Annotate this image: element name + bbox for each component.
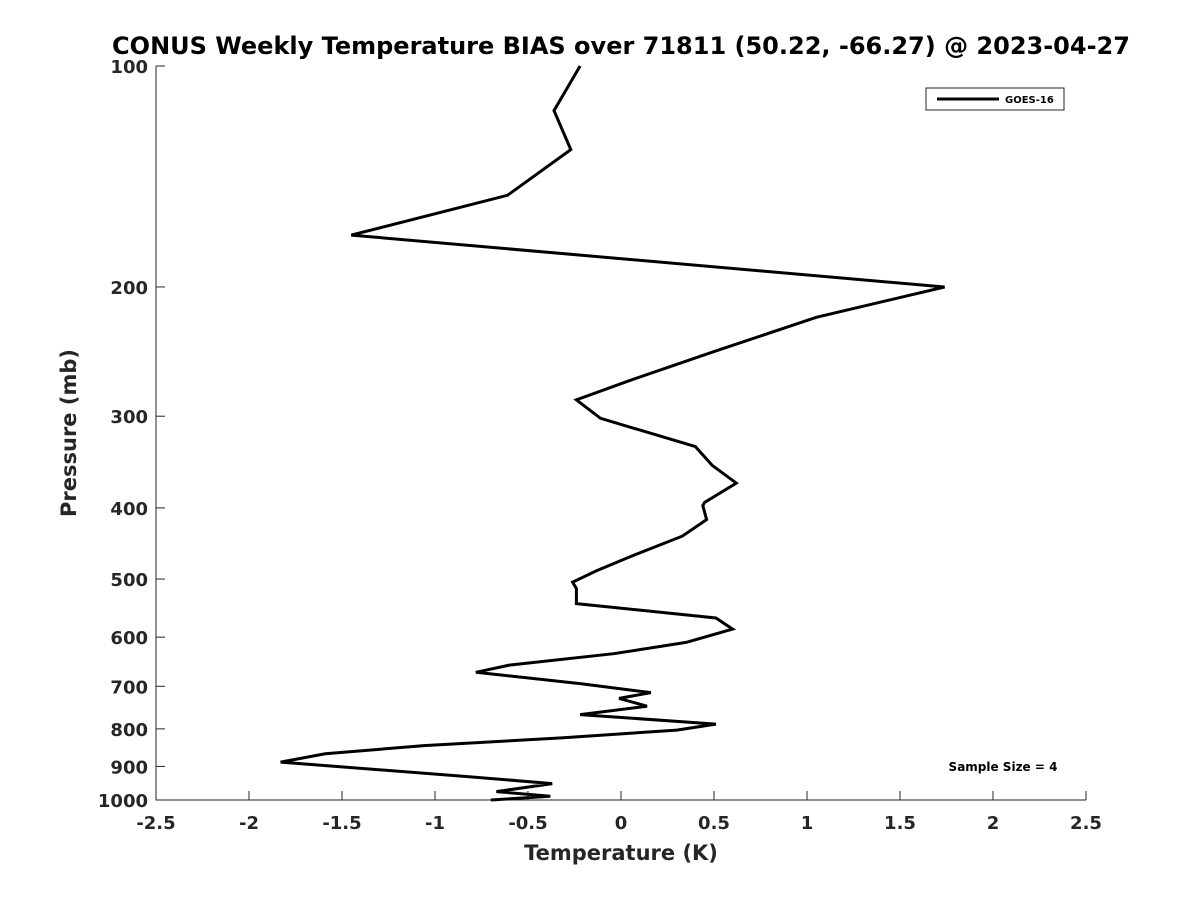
x-tick-label: 1.5 (884, 813, 916, 834)
sample-size-annotation: Sample Size = 4 (949, 760, 1058, 774)
y-tick-label: 500 (110, 570, 148, 591)
series-line-goes-16 (280, 65, 945, 802)
y-tick-label: 1000 (98, 791, 148, 812)
y-tick-label: 100 (110, 57, 148, 78)
y-tick-label: 800 (110, 720, 148, 741)
y-tick-label: 300 (110, 407, 148, 428)
x-tick-label: -0.5 (508, 813, 547, 834)
legend: GOES-16 (925, 87, 1065, 111)
x-tick-label: 0.5 (698, 813, 730, 834)
x-axis-ticks: -2.5 -2 -1.5 -1 -0.5 0 0.5 1 1.5 2 2.5 (136, 791, 1102, 834)
x-tick-label: 0 (615, 813, 628, 834)
x-tick-label: -2 (239, 813, 259, 834)
x-tick-label: 1 (801, 813, 814, 834)
y-tick-label: 200 (110, 278, 148, 299)
y-axis-label: Pressure (mb) (57, 349, 81, 517)
x-tick-label: -2.5 (136, 813, 175, 834)
x-axis-label: Temperature (K) (524, 841, 718, 865)
chart-title: CONUS Weekly Temperature BIAS over 71811… (112, 32, 1130, 60)
legend-label-goes-16: GOES-16 (1005, 95, 1054, 106)
x-tick-label: -1.5 (322, 813, 361, 834)
y-tick-label: 400 (110, 499, 148, 520)
y-tick-label: 600 (110, 628, 148, 649)
plot-area (156, 66, 1086, 800)
x-tick-label: -1 (425, 813, 445, 834)
series-layer (280, 65, 945, 802)
y-tick-label: 900 (110, 757, 148, 778)
y-axis-ticks: 100 200 300 400 500 600 700 800 900 1000 (98, 57, 165, 812)
y-tick-label: 700 (110, 677, 148, 698)
x-tick-label: 2 (987, 813, 1000, 834)
x-tick-label: 2.5 (1070, 813, 1102, 834)
